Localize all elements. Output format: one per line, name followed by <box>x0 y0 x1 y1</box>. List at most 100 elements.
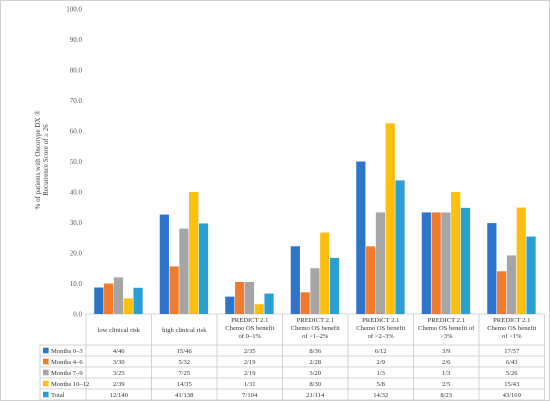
data-label: 4/46 <box>113 348 125 355</box>
x-category-label: of >1% <box>502 333 522 340</box>
legend-label: Total <box>51 392 65 399</box>
data-label: 12/140 <box>110 392 129 399</box>
data-label: 7/25 <box>178 370 190 377</box>
bar <box>421 212 431 314</box>
data-label: 8/23 <box>440 392 452 399</box>
data-label: 6/43 <box>506 359 518 366</box>
bar <box>395 180 405 314</box>
data-label: 2/28 <box>309 359 321 366</box>
bar <box>179 228 189 314</box>
bar <box>159 214 169 314</box>
y-axis-label-line: % of patients with Oncotype DX ® <box>34 110 42 210</box>
data-label: 15/46 <box>177 348 193 355</box>
bar <box>320 232 330 314</box>
y-axis-label: % of patients with Oncotype DX ® Recurren… <box>34 110 50 210</box>
data-label: 1/3 <box>442 370 451 377</box>
bar <box>169 266 179 314</box>
x-category-label: Chemo OS benefit <box>356 325 405 332</box>
data-label: 2/39 <box>113 381 125 388</box>
bar <box>198 223 209 314</box>
x-category-label: Chemo OS benefit of <box>418 325 475 332</box>
data-label: 2/9 <box>377 359 386 366</box>
data-label: 3/20 <box>309 370 321 377</box>
x-category-label: PREDICT 2.1 <box>297 317 334 324</box>
legend-swatch <box>43 380 49 387</box>
data-label: 8/30 <box>309 381 321 388</box>
bar <box>133 287 143 314</box>
bar <box>254 304 264 314</box>
legend-swatch <box>43 391 49 398</box>
bar <box>431 212 441 314</box>
legend-label: Months 0–3 <box>51 348 83 355</box>
bar <box>451 192 461 314</box>
data-label: 5/8 <box>377 381 386 388</box>
data-table: low clinical risk high clinical risk PREDI… <box>39 314 545 401</box>
bar <box>366 246 376 314</box>
x-category-label: Chemo OS benefit <box>291 325 340 332</box>
bar <box>264 293 274 314</box>
bar <box>300 292 310 314</box>
data-label: 1/3 <box>377 370 386 377</box>
y-tick-label: 80.0 <box>70 67 83 75</box>
data-label: 14/35 <box>177 381 193 388</box>
bar <box>375 212 386 314</box>
data-label: 2/6 <box>442 359 451 366</box>
legend-label: Months 10–12 <box>51 381 89 388</box>
bar <box>526 236 536 314</box>
data-label: 6/12 <box>375 348 387 355</box>
bar <box>310 268 320 314</box>
data-label: 3/30 <box>113 359 125 366</box>
data-label: 17/57 <box>504 348 520 355</box>
bar <box>497 271 507 314</box>
data-label: 2/19 <box>244 370 256 377</box>
y-tick-label: 50.0 <box>70 158 83 166</box>
bar <box>244 281 255 314</box>
data-label: 2/19 <box>244 359 256 366</box>
plot-area <box>86 123 545 315</box>
bar <box>460 207 471 314</box>
x-category-label: of >1–2% <box>302 333 329 340</box>
bar <box>506 255 517 314</box>
x-category-label: Chemo OS benefit <box>487 325 536 332</box>
x-category-label: PREDICT 2.1 <box>428 317 465 324</box>
bar <box>123 298 133 314</box>
data-label: 2/35 <box>244 348 256 355</box>
bar <box>329 257 340 314</box>
x-category-label: >3% <box>440 333 453 340</box>
data-label: 7/104 <box>242 392 258 399</box>
x-category-label: high clinical risk <box>162 327 207 334</box>
bar <box>225 296 235 314</box>
data-label: 5/32 <box>178 359 190 366</box>
x-category-label: PREDICT 2.1 <box>362 317 399 324</box>
x-category-label: low clinical risk <box>98 327 141 334</box>
legend-swatch <box>43 358 49 365</box>
bar <box>487 223 497 314</box>
data-label: 2/5 <box>442 381 451 388</box>
bar <box>94 287 104 314</box>
legend-label: Months 4–6 <box>51 359 83 366</box>
y-tick-label: 0.0 <box>73 311 82 319</box>
bar <box>516 207 526 314</box>
data-label: 1/31 <box>244 381 256 388</box>
bar <box>356 161 366 314</box>
x-category-label: of >2–3% <box>368 333 395 340</box>
y-axis-ticks: 0.0 10.0 20.0 30.0 40.0 50.0 60.0 70.0 80.0 90.0 1… <box>66 6 82 319</box>
bar <box>104 283 114 314</box>
bar <box>290 246 300 314</box>
data-label: 3/9 <box>442 348 451 355</box>
data-label: 43/169 <box>503 392 522 399</box>
bar <box>441 212 451 314</box>
data-label: 14/32 <box>373 392 388 399</box>
bar <box>113 277 124 314</box>
data-label: 8/36 <box>309 348 321 355</box>
y-tick-label: 10.0 <box>70 280 83 288</box>
y-tick-label: 40.0 <box>70 189 83 197</box>
y-tick-label: 90.0 <box>70 36 83 44</box>
data-label: 3/25 <box>113 370 125 377</box>
data-label: 21/114 <box>306 392 325 399</box>
y-tick-label: 20.0 <box>70 250 83 258</box>
y-tick-label: 70.0 <box>70 97 83 105</box>
y-tick-label: 60.0 <box>70 128 83 136</box>
data-label: 41/138 <box>175 392 194 399</box>
